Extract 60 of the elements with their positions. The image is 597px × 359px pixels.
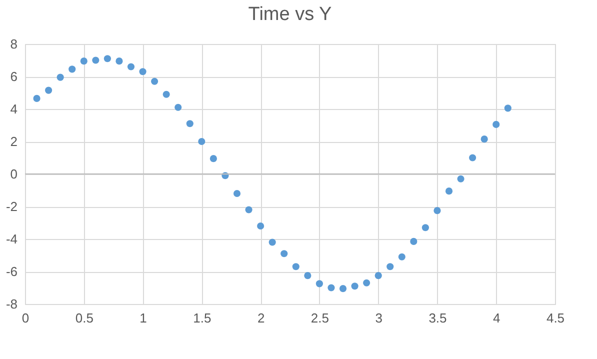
point [116,58,123,65]
point [139,68,146,76]
y-tick-label: 4 [10,102,18,116]
point [304,272,312,280]
x-tick-label: 1.5 [193,310,212,326]
point [162,90,170,98]
point [410,238,418,245]
y-tick-label: 8 [10,36,18,52]
point [374,272,382,280]
x-tick-label: 4.5 [546,310,565,326]
point [210,155,217,162]
x-tick-label: 2 [257,310,265,326]
point [363,279,370,286]
x-tick-label: 0 [22,310,30,326]
point [151,78,158,85]
point [328,284,335,292]
point [386,263,394,270]
y-tick-label: -6 [6,264,18,279]
point [351,282,358,290]
point [245,206,252,214]
point [280,250,288,258]
point [398,253,406,260]
point [233,190,241,198]
x-tick-label: 3.5 [428,310,447,326]
point [257,222,264,230]
x-tick-label: 3 [375,310,382,326]
point [492,120,500,128]
point [316,280,323,288]
chart-title: Time vs Y [248,4,332,25]
point [434,207,441,214]
point [33,94,40,102]
point [339,285,347,292]
y-tick-label: -4 [6,232,18,246]
x-tick-label: 0.5 [75,310,94,326]
point [445,188,453,195]
point [504,104,512,112]
point [127,63,135,70]
point [198,138,206,146]
point [469,154,476,162]
x-tick-label: 1 [140,310,147,326]
point [174,104,182,111]
point [80,58,88,65]
y-tick-label: 0 [10,166,18,182]
point [92,56,100,64]
point [480,136,488,143]
x-tick-label: 2.5 [310,310,329,326]
y-tick-label: -2 [6,199,18,214]
point [68,66,76,73]
y-tick-label: 6 [10,69,18,84]
point [186,120,194,128]
x-tick-label: 4 [492,310,500,326]
y-tick-label: -8 [6,296,18,312]
point [457,175,464,182]
point [292,263,300,270]
point [268,238,276,246]
point [45,86,52,94]
point [422,224,429,232]
point [56,74,64,81]
y-tick-label: 2 [10,134,18,149]
point [104,55,111,62]
